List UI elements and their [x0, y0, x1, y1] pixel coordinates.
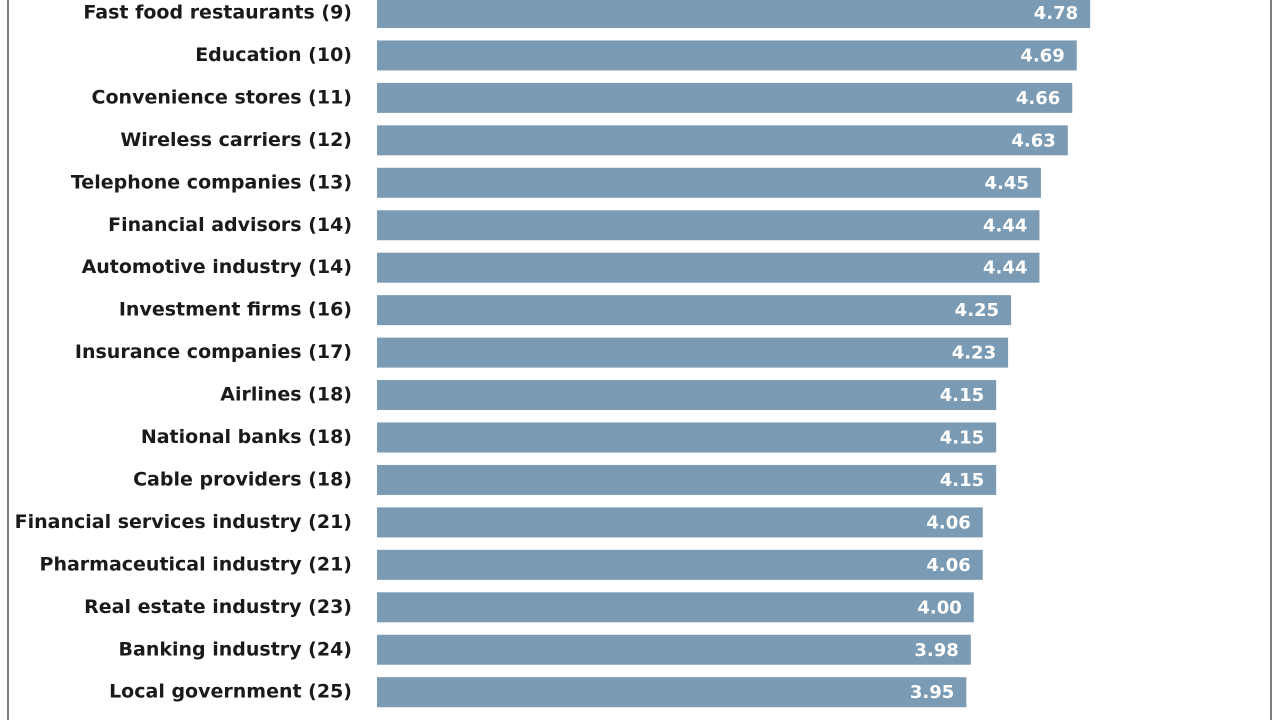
value-label: 4.44	[983, 215, 1027, 236]
value-label: 4.66	[1016, 88, 1060, 109]
value-label: 4.78	[1034, 3, 1078, 24]
category-label: Financial advisors (14)	[108, 214, 352, 236]
category-label: Wireless carriers (12)	[120, 129, 352, 151]
category-label: Banking industry (24)	[119, 638, 352, 660]
category-label: Real estate industry (23)	[84, 596, 352, 618]
bar	[377, 549, 983, 580]
category-label: Cable providers (18)	[133, 468, 352, 490]
bar	[377, 167, 1041, 198]
value-label: 4.00	[917, 597, 961, 618]
value-label: 4.23	[952, 343, 996, 364]
value-label: 4.15	[940, 385, 984, 406]
category-label: Automotive industry (14)	[82, 256, 352, 278]
bar	[377, 40, 1077, 71]
bar	[377, 592, 974, 623]
category-label: Pharmaceutical industry (21)	[40, 553, 352, 575]
bar	[377, 464, 997, 495]
bar	[377, 295, 1012, 326]
category-label: Financial services industry (21)	[15, 511, 352, 533]
category-label: Fast food restaurants (9)	[83, 2, 352, 24]
value-label: 4.06	[926, 555, 970, 576]
value-label: 4.69	[1020, 45, 1064, 66]
bar	[377, 507, 983, 538]
bar	[377, 337, 1009, 368]
value-label: 3.95	[910, 682, 954, 703]
category-label: Local government (25)	[109, 681, 352, 703]
bar	[377, 125, 1068, 156]
category-label: Investment firms (16)	[119, 299, 352, 321]
value-label: 4.25	[955, 300, 999, 321]
bar	[377, 422, 997, 453]
bar	[377, 634, 971, 665]
category-label: Insurance companies (17)	[75, 341, 352, 363]
bar	[377, 252, 1040, 283]
category-label: Education (10)	[195, 44, 352, 66]
category-label: Airlines (18)	[220, 384, 352, 406]
category-label: Convenience stores (11)	[92, 86, 352, 108]
category-label: National banks (18)	[141, 426, 352, 448]
value-label: 4.15	[940, 470, 984, 491]
value-label: 4.44	[983, 258, 1027, 279]
value-label: 4.15	[940, 428, 984, 449]
value-label: 4.06	[926, 512, 970, 533]
bar	[377, 0, 1091, 28]
bar	[377, 677, 967, 708]
value-label: 4.45	[985, 173, 1029, 194]
value-label: 4.63	[1011, 130, 1055, 151]
bar	[377, 210, 1040, 241]
chart-frame	[7, 0, 1272, 720]
value-label: 3.98	[914, 640, 958, 661]
bar	[377, 82, 1073, 113]
category-label: Telephone companies (13)	[71, 171, 352, 193]
bar	[377, 380, 997, 411]
